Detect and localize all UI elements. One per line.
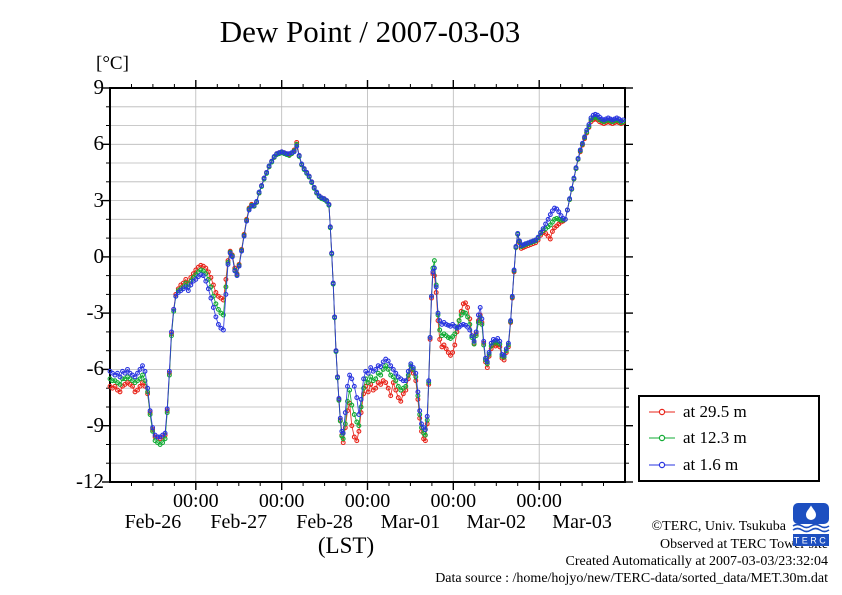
y-axis-tick-label: 9 xyxy=(93,75,105,99)
y-axis-tick-label: 0 xyxy=(93,243,105,268)
footer-observed: Observed at TERC Tower site xyxy=(659,537,828,552)
x-axis-day-label: Feb-26 xyxy=(124,511,182,533)
legend-marker-icon-1-6m xyxy=(649,461,675,469)
legend-box: at 29.5 m at 12.3 m at 1.6 m xyxy=(638,395,820,482)
y-axis-tick-label: 3 xyxy=(93,187,105,212)
svg-text:TERC: TERC xyxy=(794,536,829,546)
x-axis-title: (LST) xyxy=(317,533,375,558)
x-axis-day-label: Feb-27 xyxy=(210,511,268,533)
footer-copyright: ©TERC, Univ. Tsukuba xyxy=(651,519,787,534)
legend-item: at 1.6 m xyxy=(648,452,818,478)
y-axis-unit-label: [°C] xyxy=(96,53,129,74)
y-axis-tick-label: -12 xyxy=(76,469,104,493)
x-axis-time-label: 00:00 xyxy=(430,490,477,512)
legend-item: at 12.3 m xyxy=(648,425,818,451)
legend-item: at 29.5 m xyxy=(648,399,818,425)
footer-datasource: Data source : /home/hojyo/new/TERC-data/… xyxy=(435,571,828,586)
legend-marker-icon-29-5m xyxy=(649,408,675,416)
y-axis-tick-label: -9 xyxy=(86,412,105,437)
y-axis-tick-label: -6 xyxy=(86,356,105,381)
x-axis-day-label: Mar-01 xyxy=(380,511,441,533)
x-axis-time-label: 00:00 xyxy=(344,490,391,512)
legend-marker-icon-12-3m xyxy=(649,435,675,442)
x-axis-day-label: Feb-28 xyxy=(296,511,353,533)
terc-logo: TERC xyxy=(792,503,830,546)
legend-item-label: at 29.5 m xyxy=(683,402,747,422)
page-title: Dew Point / 2007-03-03 xyxy=(219,14,521,49)
x-axis-time-label: 00:00 xyxy=(173,490,219,512)
y-axis-tick-label: 6 xyxy=(93,131,105,156)
x-axis-time-label: 00:00 xyxy=(516,490,562,512)
x-axis-day-label: Mar-03 xyxy=(552,511,612,533)
legend-item-label: at 1.6 m xyxy=(683,454,739,474)
footer-created: Created Automatically at 2007-03-03/23:3… xyxy=(565,554,828,569)
y-axis-tick-label: -3 xyxy=(86,300,105,325)
x-axis-day-label: Mar-02 xyxy=(466,511,527,533)
x-axis-time-label: 00:00 xyxy=(258,490,305,512)
legend-item-label: at 12.3 m xyxy=(683,428,747,448)
